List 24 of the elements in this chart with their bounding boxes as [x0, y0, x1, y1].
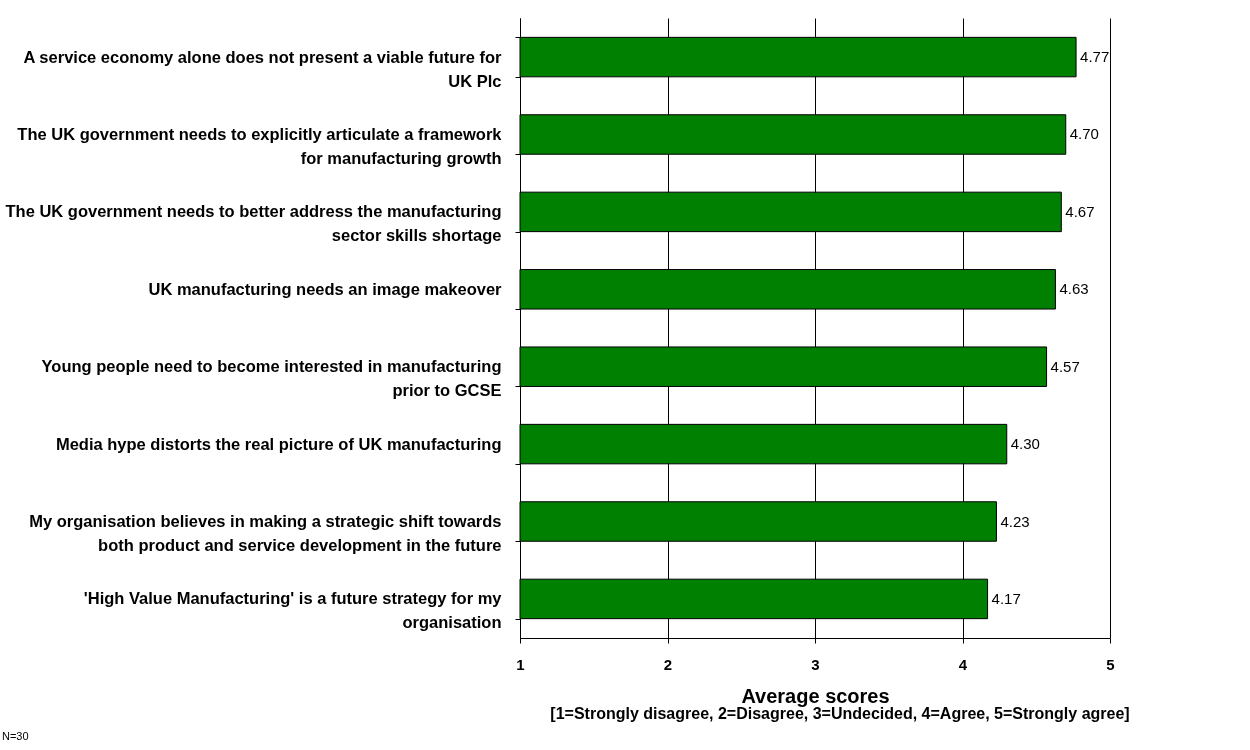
y-tick-label: Media hype distorts the real picture of UK manufacturing [55, 434, 502, 453]
text: [1=Strongly disagree, 2=Disagree, 3=Undecided, 4=Agree, 5=Strongly agree] [549, 705, 1131, 723]
y-tick-label: My organisation believes in making a strategic shift towards both product and service development in the future [29, 512, 502, 555]
y-tick-label: The UK government needs to better address the manufacturing sector skills shortage [5, 202, 502, 245]
data-label: 4.67 [1065, 202, 1095, 220]
y-tick-label: The UK government needs to explicitly articulate a framework for manufacturing growth [17, 124, 503, 167]
data-label: 4.77 [1080, 48, 1110, 66]
x-tick-label: 1 [516, 655, 525, 673]
data-label: 4.30 [1010, 435, 1040, 453]
y-tick-label: A service economy alone does not present a viable future for UK Plc [23, 47, 503, 90]
y-tick-label: 'High Value Manufacturing' is a future strategy for my organisation [83, 589, 503, 632]
x-tick-label: 4 [958, 655, 968, 673]
text: N=30 [2, 730, 29, 742]
y-tick-label: UK manufacturing needs an image makeover [148, 279, 503, 298]
x-tick-label: 5 [1106, 655, 1115, 673]
x-tick-label: 3 [811, 655, 820, 673]
x-axis-title: Average scores [741, 684, 890, 707]
y-tick-label: Young people need to become interested in manufacturing prior to GCSE [41, 357, 502, 400]
data-label: 4.70 [1069, 125, 1099, 143]
data-label: 4.17 [991, 589, 1021, 607]
x-tick-label: 2 [663, 655, 673, 673]
data-label: 4.63 [1059, 280, 1089, 298]
data-label: 4.57 [1050, 357, 1080, 375]
data-label: 4.23 [1000, 512, 1030, 530]
